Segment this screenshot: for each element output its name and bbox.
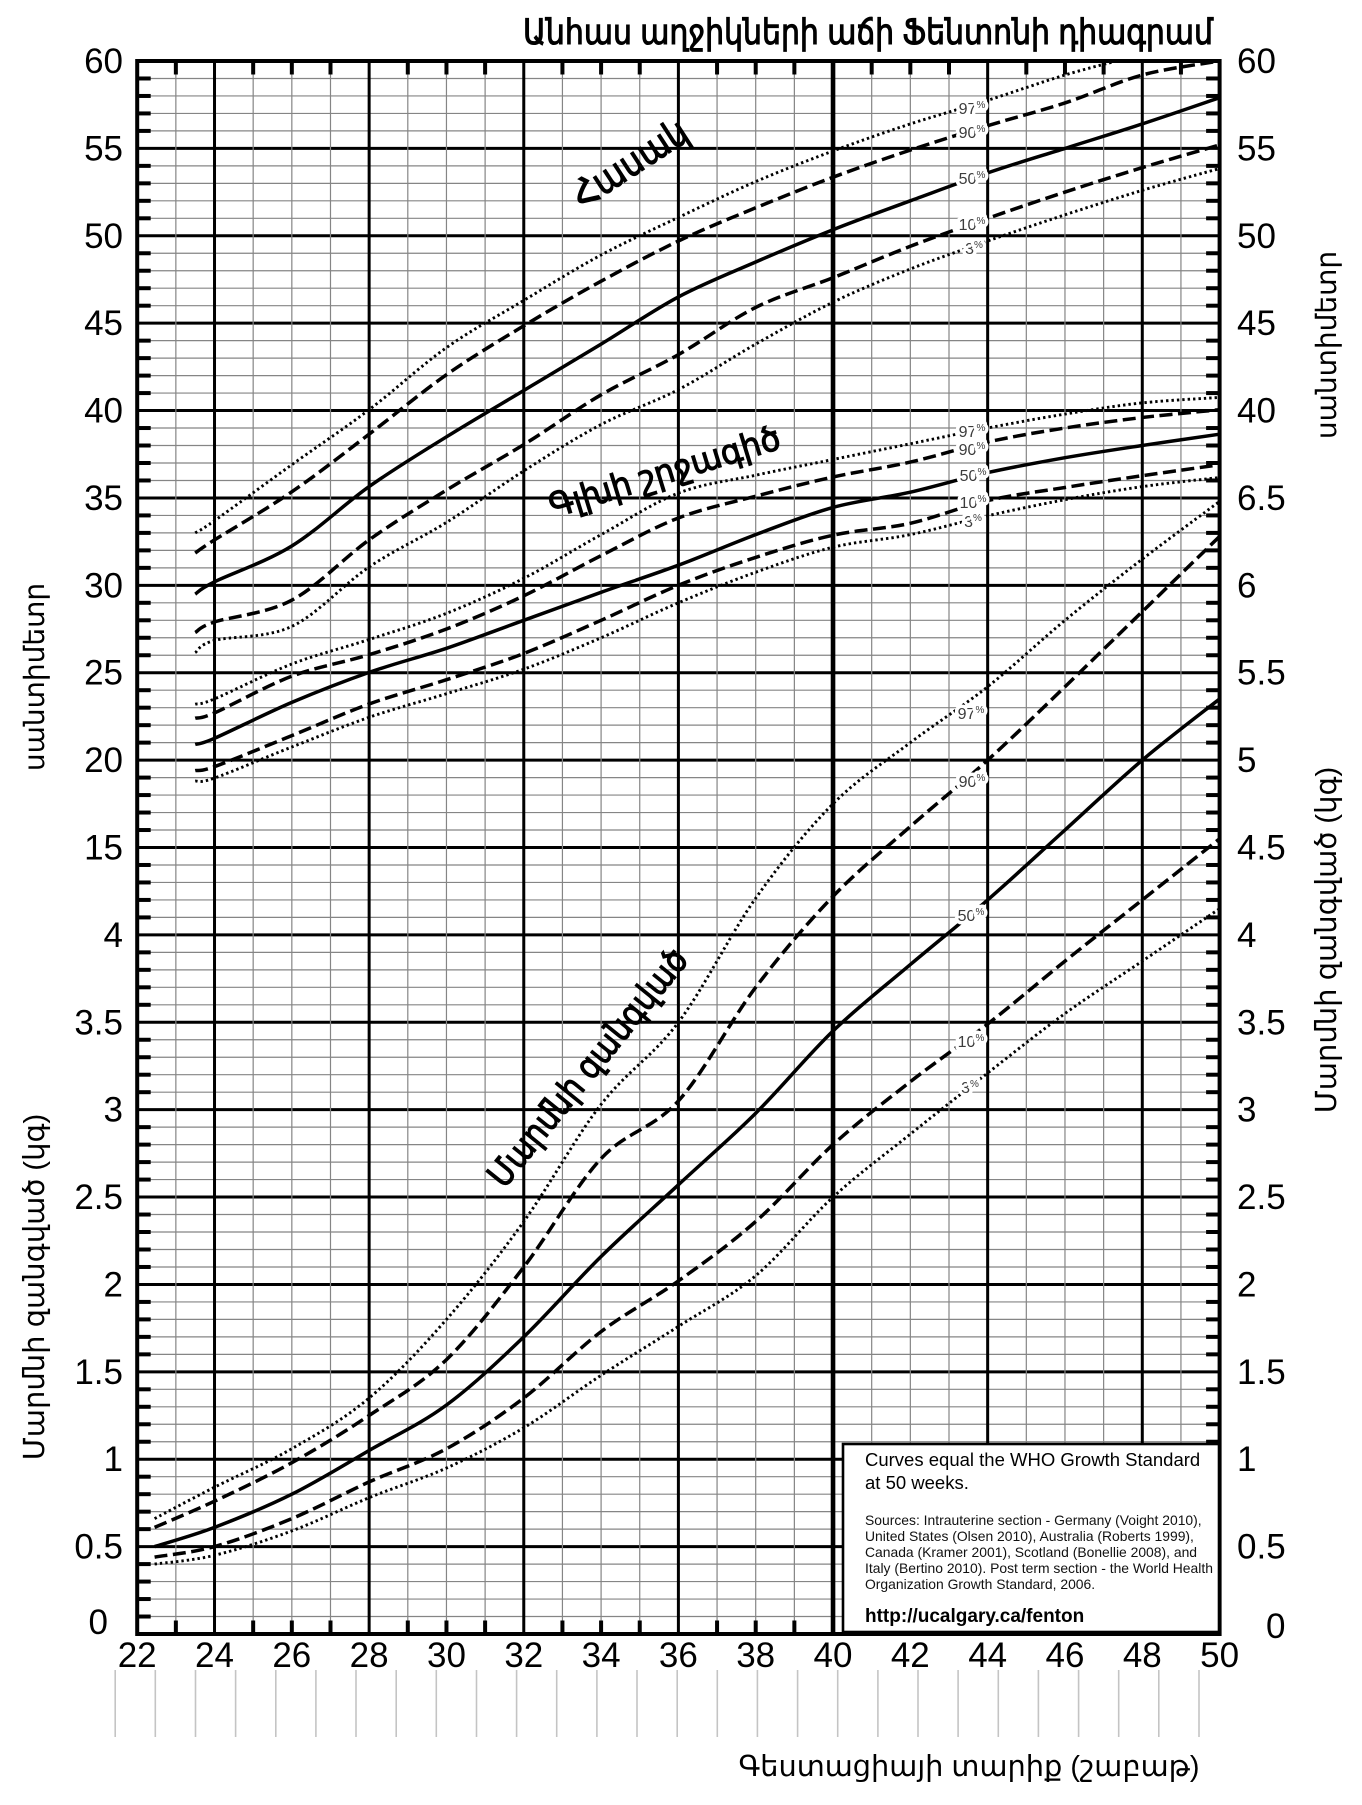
svg-text:4.5: 4.5 xyxy=(1237,829,1286,868)
svg-text:1: 1 xyxy=(104,1440,123,1479)
svg-text:Մարմնի զանգված (կգ): Մարմնի զանգված (կգ) xyxy=(19,1114,51,1460)
svg-text:0: 0 xyxy=(1266,1607,1285,1646)
svg-text:50: 50 xyxy=(1237,217,1276,256)
svg-text:Italy (Bertino 2010). Post ter: Italy (Bertino 2010). Post term section … xyxy=(865,1560,1213,1576)
svg-text:1: 1 xyxy=(1237,1440,1256,1479)
svg-text:2.5: 2.5 xyxy=(74,1178,123,1217)
svg-text:45: 45 xyxy=(84,304,123,343)
svg-text:97%: 97% xyxy=(959,100,986,118)
svg-text:1.5: 1.5 xyxy=(1237,1353,1286,1392)
svg-text:38: 38 xyxy=(736,1636,775,1675)
svg-text:3: 3 xyxy=(1237,1091,1256,1130)
svg-text:26: 26 xyxy=(272,1636,311,1675)
svg-text:5.5: 5.5 xyxy=(1237,654,1286,693)
svg-text:0.5: 0.5 xyxy=(74,1528,123,1567)
svg-text:Canada (Kramer 2001), Scotland: Canada (Kramer 2001), Scotland (Bonellie… xyxy=(865,1544,1197,1560)
svg-text:40: 40 xyxy=(84,392,123,431)
svg-text:34: 34 xyxy=(582,1636,621,1675)
svg-text:5: 5 xyxy=(1237,741,1256,780)
svg-text:30: 30 xyxy=(427,1636,466,1675)
svg-text:Անհաս աղջիկների աճի Ֆենտոնի դի: Անհաս աղջիկների աճի Ֆենտոնի դիագրամ xyxy=(523,13,1215,52)
svg-text:22: 22 xyxy=(118,1636,157,1675)
svg-text:4: 4 xyxy=(104,916,123,955)
svg-text:6: 6 xyxy=(1237,566,1256,605)
svg-text:50: 50 xyxy=(1200,1636,1239,1675)
svg-text:6.5: 6.5 xyxy=(1237,479,1286,518)
svg-text:Sources: Intrauterine section: Sources: Intrauterine section - Germany … xyxy=(865,1512,1202,1528)
svg-text:Մարմնի զանգված (կգ): Մարմնի զանգված (կգ) xyxy=(1311,767,1343,1113)
svg-text:http://ucalgary.ca/fenton: http://ucalgary.ca/fenton xyxy=(865,1606,1084,1627)
svg-text:97%: 97% xyxy=(959,423,986,441)
svg-text:40: 40 xyxy=(1237,392,1276,431)
svg-text:2: 2 xyxy=(104,1265,123,1304)
svg-text:30: 30 xyxy=(84,566,123,605)
svg-text:3.5: 3.5 xyxy=(74,1003,123,1042)
svg-text:1.5: 1.5 xyxy=(74,1353,123,1392)
svg-text:United States (Olsen 2010), Au: United States (Olsen 2010), Australia (R… xyxy=(865,1528,1194,1544)
svg-text:Գեստացիայի տարիք (շաբաթ): Գեստացիայի տարիք (շաբաթ) xyxy=(739,1751,1200,1783)
svg-text:2.5: 2.5 xyxy=(1237,1178,1286,1217)
svg-text:32: 32 xyxy=(504,1636,543,1675)
svg-text:60: 60 xyxy=(1237,42,1276,81)
svg-text:10%: 10% xyxy=(958,1033,985,1051)
svg-text:2: 2 xyxy=(1237,1265,1256,1304)
svg-text:0.5: 0.5 xyxy=(1237,1528,1286,1567)
svg-text:28: 28 xyxy=(350,1636,389,1675)
svg-text:at 50 weeks.: at 50 weeks. xyxy=(865,1472,969,1493)
svg-text:սանտիմետր: սանտիմետր xyxy=(19,583,50,771)
svg-text:սանտիմետր: սանտիմետր xyxy=(1311,251,1342,439)
svg-text:36: 36 xyxy=(659,1636,698,1675)
svg-text:24: 24 xyxy=(195,1636,234,1675)
svg-text:48: 48 xyxy=(1123,1636,1162,1675)
svg-text:Curves equal the WHO Growth St: Curves equal the WHO Growth Standard xyxy=(865,1449,1200,1470)
svg-text:15: 15 xyxy=(84,829,123,868)
svg-text:55: 55 xyxy=(84,129,123,168)
svg-text:0: 0 xyxy=(89,1603,108,1642)
svg-text:4: 4 xyxy=(1237,916,1256,955)
svg-text:55: 55 xyxy=(1237,129,1276,168)
svg-text:46: 46 xyxy=(1046,1636,1085,1675)
svg-text:25: 25 xyxy=(84,654,123,693)
svg-text:20: 20 xyxy=(84,741,123,780)
svg-text:40: 40 xyxy=(814,1636,853,1675)
svg-text:44: 44 xyxy=(968,1636,1007,1675)
svg-text:3: 3 xyxy=(104,1091,123,1130)
svg-text:Organization Growth Standard,: Organization Growth Standard, 2006. xyxy=(865,1576,1095,1592)
svg-text:60: 60 xyxy=(84,42,123,81)
svg-text:50: 50 xyxy=(84,217,123,256)
svg-text:42: 42 xyxy=(891,1636,930,1675)
svg-text:35: 35 xyxy=(84,479,123,518)
svg-text:45: 45 xyxy=(1237,304,1276,343)
svg-text:3.5: 3.5 xyxy=(1237,1003,1286,1042)
